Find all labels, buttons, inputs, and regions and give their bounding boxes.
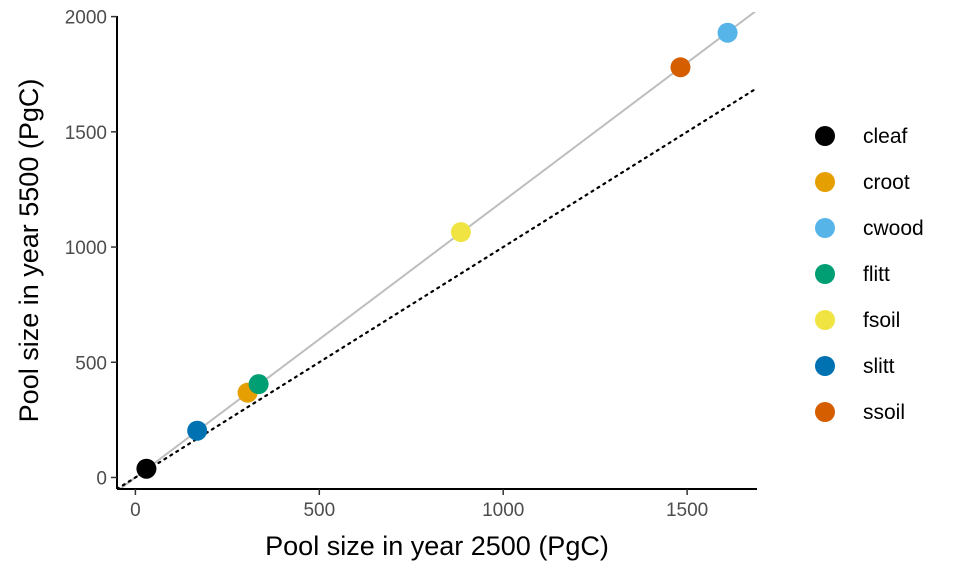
point-ssoil xyxy=(670,57,691,78)
reference-lines xyxy=(117,12,757,489)
point-cwood xyxy=(717,22,738,43)
legend-key-fsoil xyxy=(815,310,835,330)
axes: 0 500 1000 1500 0 500 1000 1500 2000 Pool size in… xyxy=(14,8,757,561)
legend-key-croot xyxy=(815,172,835,192)
legend-label-slitt: slitt xyxy=(863,355,895,378)
x-axis-title: Pool size in year 2500 (PgC) xyxy=(265,531,609,561)
legend-key-flitt xyxy=(815,264,835,284)
x-tick-label: 500 xyxy=(303,500,335,521)
one-to-one-dotted-line xyxy=(117,86,757,489)
data-points xyxy=(136,22,738,479)
y-axis-title: Pool size in year 5500 (PgC) xyxy=(14,79,44,423)
legend-label-flitt: flitt xyxy=(863,263,890,286)
legend-key-cleaf xyxy=(815,126,835,146)
legend-label-cwood: cwood xyxy=(863,217,924,240)
legend-label-ssoil: ssoil xyxy=(863,401,905,424)
y-tick-label: 500 xyxy=(75,353,107,374)
legend-label-croot: croot xyxy=(863,171,910,194)
legend-key-slitt xyxy=(815,356,835,376)
y-tick-label: 0 xyxy=(96,468,107,489)
legend: cleaf croot cwood flitt fsoil slitt ssoil xyxy=(815,125,924,424)
point-slitt xyxy=(187,420,208,441)
legend-key-cwood xyxy=(815,218,835,238)
x-tick-label: 1500 xyxy=(666,500,708,521)
fit-line xyxy=(118,12,757,489)
x-tick-label: 1000 xyxy=(482,500,524,521)
legend-key-ssoil xyxy=(815,402,835,422)
y-tick-label: 1500 xyxy=(65,123,107,144)
point-fsoil xyxy=(450,222,471,243)
legend-label-cleaf: cleaf xyxy=(863,125,908,148)
y-tick-label: 2000 xyxy=(65,8,107,29)
legend-label-fsoil: fsoil xyxy=(863,309,900,332)
point-cleaf xyxy=(136,458,157,479)
x-tick-label: 0 xyxy=(130,500,141,521)
y-tick-label: 1000 xyxy=(65,238,107,259)
point-flitt xyxy=(248,374,269,395)
